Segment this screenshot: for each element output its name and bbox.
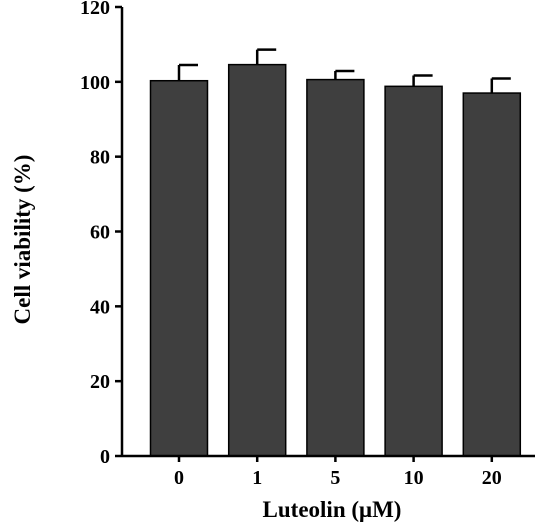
bar-5 bbox=[306, 78, 365, 457]
y-tick-label: 80 bbox=[90, 147, 110, 169]
error-bar-20 bbox=[490, 77, 511, 94]
error-bars-layer bbox=[177, 48, 511, 94]
x-tick-label: 20 bbox=[482, 467, 502, 489]
x-tick-label: 1 bbox=[252, 467, 262, 489]
error-bar-1 bbox=[255, 48, 277, 65]
y-tick-label: 20 bbox=[90, 371, 110, 393]
x-ticks-layer: 0 1 5 10 20 bbox=[174, 456, 502, 489]
error-bar-10 bbox=[412, 74, 433, 87]
x-axis-title: Luteolin (μM) bbox=[263, 497, 402, 522]
error-bar-0 bbox=[177, 63, 198, 81]
error-bar-5 bbox=[334, 69, 355, 80]
x-tick-label: 0 bbox=[174, 467, 184, 489]
bars-layer bbox=[149, 63, 522, 457]
y-axis-title: Cell viability (%) bbox=[10, 155, 35, 325]
bar-10 bbox=[384, 85, 443, 457]
bar-1 bbox=[227, 63, 287, 457]
y-tick-label: 40 bbox=[90, 296, 110, 318]
x-tick-label: 5 bbox=[330, 467, 340, 489]
y-tick-label: 60 bbox=[90, 222, 110, 244]
y-ticks-layer: 0 20 40 60 80 100 120 bbox=[80, 0, 122, 468]
y-tick-label: 0 bbox=[100, 446, 110, 468]
x-tick-label: 10 bbox=[404, 467, 424, 489]
y-tick-label: 100 bbox=[80, 72, 110, 94]
y-tick-label: 120 bbox=[80, 0, 110, 19]
bar-20 bbox=[462, 92, 522, 457]
bar-0 bbox=[149, 79, 209, 457]
